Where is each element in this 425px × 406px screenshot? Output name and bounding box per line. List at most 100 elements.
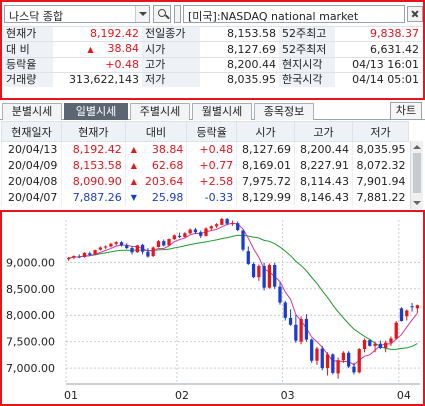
candle-up — [394, 322, 398, 339]
cell-date: 20/04/07 — [1, 189, 62, 206]
search-button[interactable] — [153, 5, 171, 23]
column-header[interactable]: 시가 — [236, 121, 296, 142]
candle-down — [262, 266, 266, 288]
candle-up — [415, 305, 419, 309]
candle-up — [103, 246, 108, 248]
column-header[interactable]: 등락율 — [186, 121, 238, 142]
candle-up — [135, 245, 139, 253]
cell-change-text: 62.68 — [151, 159, 184, 172]
y-tick-label: 8,500.00 — [6, 283, 55, 296]
cell-rate-text: +0.48 — [199, 143, 234, 157]
quote-label: 52주최고 — [279, 26, 335, 42]
quote-label: 현재가 — [3, 26, 53, 42]
close-icon[interactable] — [407, 6, 423, 22]
candle-up — [72, 255, 76, 258]
quote-label-text: 등락율 — [6, 58, 37, 71]
cell-change: ▲ 38.84 — [124, 141, 187, 158]
cell-date: 20/04/09 — [1, 157, 62, 174]
table-row[interactable]: 20/04/09 8,153.58 ▲ 62.68 +0.77 8,169.01 8,227… — [1, 157, 409, 174]
cell-open-text: 7,975.72 — [242, 175, 292, 188]
search-icon — [158, 9, 166, 17]
price-chart-panel: 9,000.00 8,500.00 8,000.00 7,500.00 7,000.00… — [0, 210, 425, 406]
scroll-thumb[interactable] — [413, 153, 421, 193]
candle-down — [199, 232, 203, 236]
cell-low: 8,035.95 — [351, 141, 409, 158]
candle-down — [278, 286, 282, 303]
cell-rate: +0.77 — [186, 157, 237, 174]
up-arrow-icon: ▲ — [87, 45, 94, 54]
daily-table-panel: 현재일자 현재가 대비 등락율 시가 고가 저가 20/04/13 8,192.42 ▲ 38.8… — [0, 121, 425, 210]
tab-minute[interactable]: 분별시세 — [2, 103, 62, 120]
daily-table-scrollbar[interactable] — [410, 141, 423, 209]
scroll-up-icon[interactable] — [413, 145, 421, 149]
table-row[interactable]: 20/04/13 8,192.42 ▲ 38.84 +0.48 8,127.69 8,200… — [1, 141, 409, 158]
chart-button[interactable]: 차트 — [390, 102, 422, 120]
candle-up — [267, 264, 272, 288]
quote-value-text: +0.48 — [105, 58, 139, 71]
quote-value-text: 04/14 05:01 — [352, 73, 419, 86]
cell-low-text: 8,072.32 — [356, 159, 406, 172]
candle-up — [109, 243, 113, 247]
candle-down — [236, 223, 240, 231]
up-arrow-icon: ▲ — [130, 145, 137, 155]
quote-value-text: 38.84 — [107, 42, 140, 55]
candle-up — [156, 241, 161, 247]
quote-label-text: 시가 — [145, 42, 166, 56]
column-header[interactable]: 현재일자 — [1, 121, 62, 142]
column-header[interactable]: 대비 — [124, 121, 188, 142]
table-row[interactable]: 20/04/08 8,090.90 ▲ 203.64 +2.58 7,975.72 8,11… — [1, 173, 409, 190]
candle-up — [214, 224, 219, 227]
cell-rate: +0.48 — [186, 141, 237, 158]
candle-down — [88, 253, 92, 255]
tab-stock-info[interactable]: 종목정보 — [254, 103, 314, 120]
tab-monthly[interactable]: 월별시세 — [192, 103, 252, 120]
candle-down — [310, 339, 314, 361]
candle-down — [347, 352, 351, 367]
small-toggle-button[interactable] — [174, 5, 181, 23]
quote-row: 현재가 8,192.42 전일종가 8,153.58 52주최고 9,838.37 — [3, 26, 422, 42]
table-row[interactable]: 20/04/07 7,887.26 ▼ 25.98 -0.33 8,129.99 8,146… — [1, 189, 409, 206]
tab-daily[interactable]: 일별시세 — [64, 103, 128, 120]
candle-down — [246, 251, 250, 264]
column-header[interactable]: 저가 — [351, 121, 410, 142]
candle-up — [362, 340, 367, 350]
column-header[interactable]: 현재가 — [60, 121, 126, 142]
candle-down — [304, 318, 309, 340]
cell-open: 8,127.69 — [236, 141, 295, 158]
cell-low: 8,072.32 — [351, 157, 409, 174]
cell-change: ▲ 62.68 — [124, 157, 187, 174]
candle-up — [188, 229, 192, 234]
candlestick-chart[interactable]: 9,000.00 8,500.00 8,000.00 7,500.00 7,000.00… — [2, 212, 423, 404]
y-tick-label: 7,000.00 — [6, 362, 55, 375]
scroll-down-icon[interactable] — [413, 201, 421, 205]
quote-label-text: 한국시각 — [282, 73, 323, 86]
column-header[interactable]: 고가 — [294, 121, 353, 142]
quote-label-text: 고가 — [145, 58, 166, 71]
candle-down — [294, 324, 298, 341]
candle-down — [177, 235, 182, 237]
index-select-value: 나스닥 종합 — [9, 10, 64, 23]
y-tick-label: 9,000.00 — [6, 256, 55, 269]
tab-weekly[interactable]: 주별시세 — [130, 103, 190, 120]
candle-up — [341, 352, 346, 361]
quote-label: 등락율 — [3, 57, 53, 73]
cell-close: 8,192.42 — [60, 141, 126, 158]
cell-rate-text: -0.33 — [204, 191, 234, 204]
cell-high-text: 8,200.44 — [299, 143, 349, 157]
candle-up — [93, 250, 97, 255]
quote-label: 고가 — [142, 57, 200, 73]
quote-value-text: 8,035.95 — [227, 73, 276, 86]
index-select[interactable]: 나스닥 종합 — [4, 5, 150, 23]
chevron-down-icon[interactable] — [135, 6, 149, 22]
quote-value: +0.48 — [53, 57, 142, 73]
candle-up — [151, 247, 155, 256]
candle-up — [67, 258, 71, 260]
candle-up — [172, 235, 176, 240]
cell-change: ▼ 25.98 — [124, 189, 187, 206]
cell-date-text: 20/04/07 — [8, 191, 58, 204]
cell-open-text: 8,127.69 — [242, 143, 292, 157]
ma-long-line — [68, 234, 418, 350]
cell-date: 20/04/08 — [1, 173, 62, 190]
quote-value: 8,153.58 — [200, 26, 279, 42]
quote-label-text: 저가 — [145, 73, 166, 86]
